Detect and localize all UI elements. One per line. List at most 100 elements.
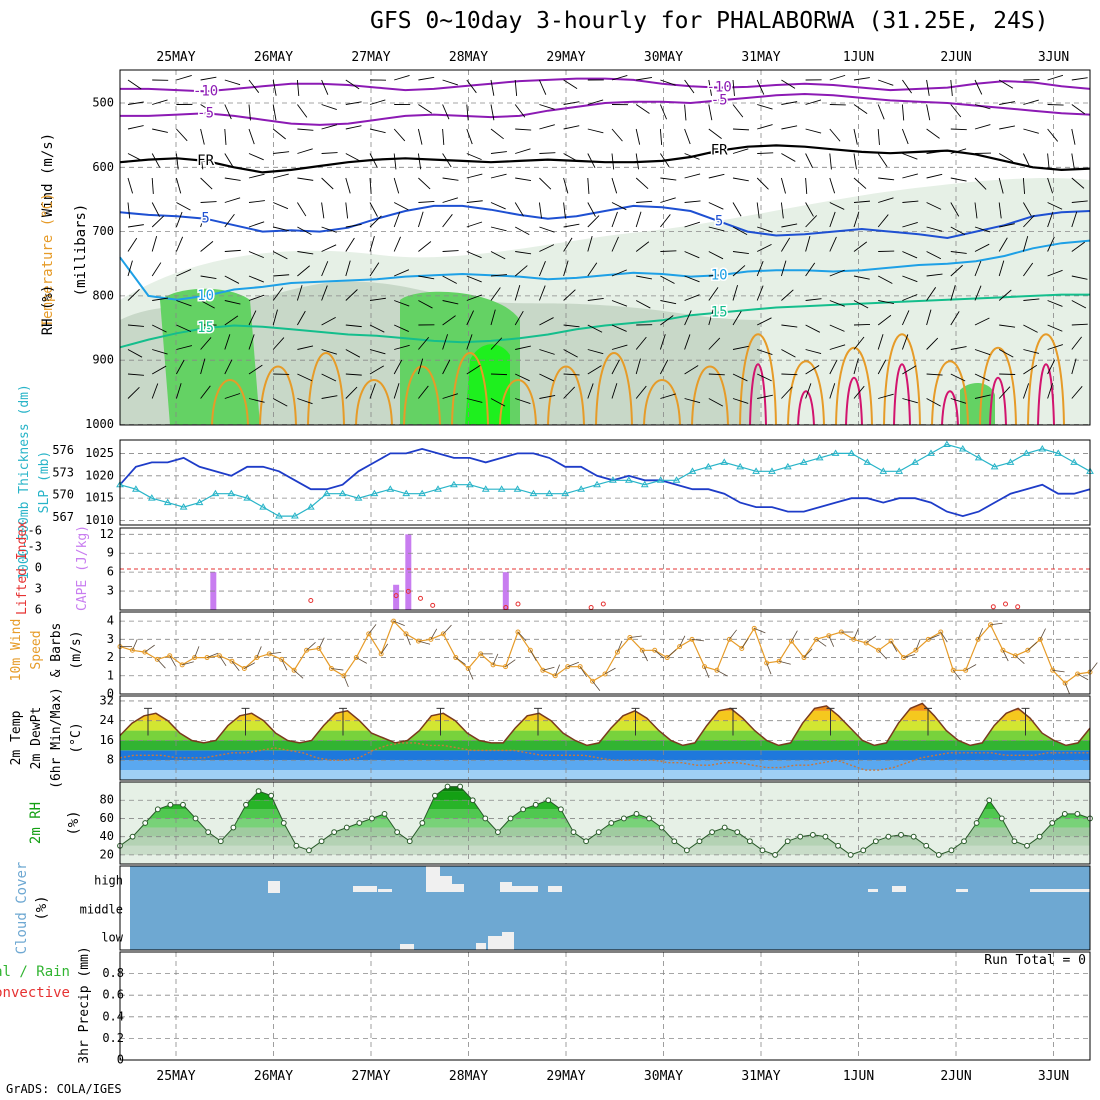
wind-barb bbox=[369, 202, 378, 217]
hot-isotherm-14 bbox=[893, 363, 911, 426]
wind-barb-10m bbox=[903, 654, 916, 658]
wind-barb bbox=[539, 349, 555, 355]
wind-speed-point bbox=[167, 653, 173, 659]
wind-barb bbox=[1071, 211, 1078, 228]
wind-barb bbox=[514, 104, 526, 118]
upper-ytick-600: 600 bbox=[92, 160, 114, 174]
isotherm-line-2 bbox=[119, 144, 1091, 174]
rh-band-1 bbox=[120, 845, 1090, 855]
wind-barb-10m bbox=[990, 622, 1003, 626]
cloud-ylabel-unit: (%) bbox=[34, 895, 50, 920]
rh-point bbox=[381, 810, 388, 817]
date-label-top-31MAY: 31MAY bbox=[741, 50, 780, 65]
wind-barb bbox=[732, 345, 749, 350]
wind-barb bbox=[345, 153, 361, 162]
thickness-point bbox=[863, 458, 872, 465]
wind-barb bbox=[127, 177, 134, 194]
wind-speed-point bbox=[639, 647, 645, 653]
wind-barb bbox=[248, 128, 255, 145]
wind-barb bbox=[1071, 241, 1086, 252]
wind-barb bbox=[272, 287, 284, 301]
rh-point bbox=[406, 838, 413, 845]
cloud-gap-14 bbox=[476, 943, 486, 950]
wind-barb bbox=[345, 177, 351, 194]
slp-ylabel: SLP (mb) bbox=[37, 451, 52, 514]
warm-isotherm-15 bbox=[931, 360, 969, 426]
wind-barb bbox=[273, 274, 290, 277]
warm-isotherm-2 bbox=[307, 352, 345, 426]
wind-barb bbox=[127, 125, 144, 130]
minmax-ylabel: (6hr Min/Max) bbox=[49, 687, 64, 789]
wind-barb bbox=[248, 104, 251, 121]
upper-ytick-700: 700 bbox=[92, 224, 114, 238]
hot-isotherm-12 bbox=[797, 390, 815, 426]
wind-barb bbox=[878, 197, 894, 203]
wind-barb bbox=[297, 251, 314, 255]
rh-band-3 bbox=[120, 827, 1090, 837]
wind-barb bbox=[297, 310, 306, 326]
wind-barb bbox=[950, 79, 953, 96]
date-label-top-25MAY: 25MAY bbox=[156, 50, 195, 65]
wind-barb bbox=[200, 128, 205, 145]
wind-barb-10m bbox=[182, 661, 194, 666]
rh-point bbox=[507, 815, 514, 822]
rh-point bbox=[570, 829, 577, 836]
thickness-point bbox=[195, 498, 204, 506]
wind-barb bbox=[272, 398, 288, 407]
isotherm-label-3-0: 5 bbox=[201, 211, 209, 227]
wind-barb-10m bbox=[1039, 628, 1046, 640]
slp-ytick-1020: 1020 bbox=[85, 468, 114, 482]
wind-barb-10m bbox=[244, 662, 256, 669]
wind-barb-10m bbox=[865, 635, 877, 644]
wind-barb bbox=[321, 261, 329, 277]
wind-barb bbox=[999, 223, 1015, 228]
rh-point bbox=[797, 833, 804, 840]
wind-barb bbox=[1047, 211, 1054, 228]
date-label-top-1JUN: 1JUN bbox=[843, 50, 874, 65]
wind-barb bbox=[442, 315, 456, 326]
wind-barb bbox=[466, 200, 483, 203]
wind-barb-10m bbox=[343, 675, 349, 688]
wind-barb bbox=[394, 324, 409, 332]
wind-barb bbox=[538, 261, 546, 277]
wind-barb bbox=[200, 385, 211, 399]
wind-barb bbox=[127, 349, 143, 358]
wind-barb bbox=[369, 99, 386, 105]
chart-title: GFS 0~10day 3-hourly for PHALABORWA (31.… bbox=[370, 8, 1049, 34]
wind-barb bbox=[1071, 275, 1088, 280]
wind-barb bbox=[684, 153, 700, 160]
wind-barb-10m bbox=[368, 624, 377, 635]
wind-barb bbox=[950, 128, 967, 131]
wind-barb bbox=[272, 309, 278, 326]
wind-speed-point bbox=[801, 655, 807, 661]
wind-barb bbox=[224, 79, 241, 86]
wind-barb bbox=[829, 269, 845, 277]
wind-barb bbox=[369, 349, 386, 355]
wind-barb-10m bbox=[1077, 673, 1089, 681]
thickness-point bbox=[132, 485, 140, 492]
wind-barb bbox=[660, 197, 676, 203]
wind-barb bbox=[176, 324, 192, 333]
wind-barb bbox=[877, 153, 888, 168]
wind-barb bbox=[732, 128, 750, 131]
wind-speed-point bbox=[304, 647, 310, 653]
wind-barb bbox=[926, 104, 931, 121]
rh-point bbox=[835, 842, 841, 849]
wind-barb bbox=[466, 364, 481, 375]
wind-barb bbox=[345, 349, 361, 358]
wind-barb bbox=[442, 79, 458, 86]
wind-barb bbox=[950, 311, 960, 326]
thickness-point bbox=[465, 480, 474, 488]
wind-ytick-3: 3 bbox=[107, 632, 114, 646]
wind-barb bbox=[878, 79, 894, 86]
thickness-point bbox=[561, 489, 570, 497]
wind-ytick-1: 1 bbox=[107, 668, 114, 682]
wind-barb bbox=[418, 336, 430, 350]
wind-barb bbox=[587, 383, 594, 399]
wind-barb bbox=[345, 202, 349, 219]
wind-barb bbox=[999, 324, 1016, 328]
date-label-bottom-28MAY: 28MAY bbox=[449, 1069, 488, 1084]
wind-speed-point bbox=[614, 649, 620, 655]
lifted-point-1 bbox=[393, 593, 399, 599]
wind-barb-10m bbox=[517, 631, 527, 642]
